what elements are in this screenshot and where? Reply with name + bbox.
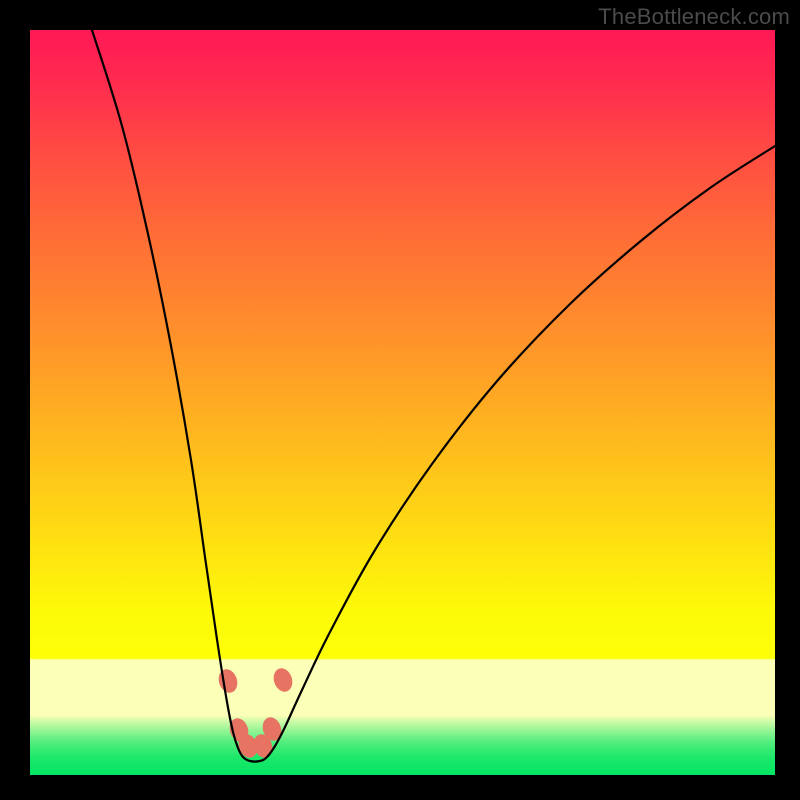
gradient-background [30, 30, 775, 775]
bottleneck-chart-svg [30, 30, 775, 775]
plot-area [30, 30, 775, 775]
watermark-text: TheBottleneck.com [598, 4, 790, 30]
